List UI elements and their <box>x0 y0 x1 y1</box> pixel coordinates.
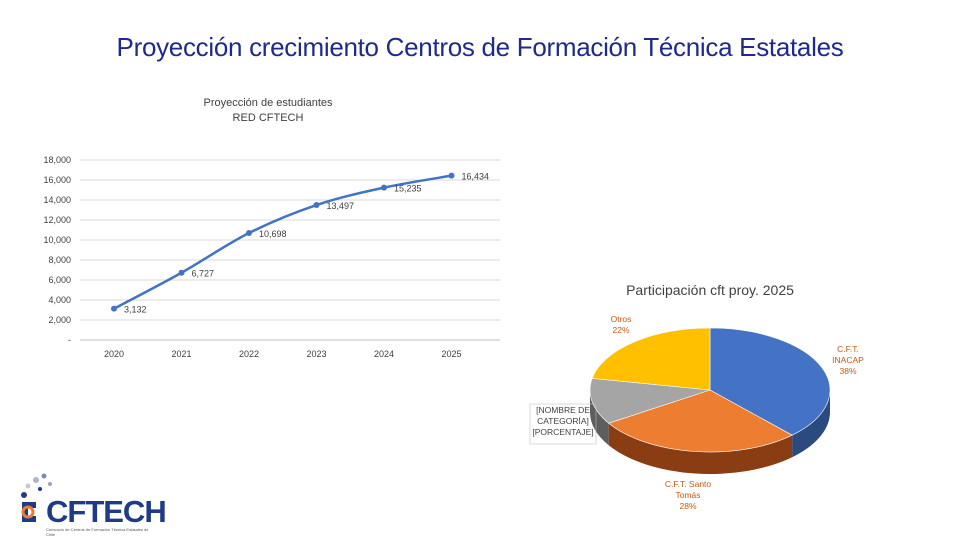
pie-label-line: [PORCENTAJE] <box>532 427 593 437</box>
pie-slice-label: Otros 22% <box>611 314 632 335</box>
data-label: 13,497 <box>327 201 355 211</box>
pie-slice-side <box>608 423 793 474</box>
data-point <box>246 230 252 237</box>
pie-label-line: CATEGORÍA] <box>537 416 589 426</box>
pie-slice <box>608 389 793 453</box>
pie-label-line: C.F.T. Santo <box>665 479 712 489</box>
line-chart: - 2,000 4,000 6,000 8,000 10,000 12,000 14,000 1… <box>43 155 500 359</box>
y-tick-label: - <box>68 335 71 345</box>
pie-chart-title: Participación cft proy. 2025 <box>626 282 794 298</box>
pie-label-line: INACAP <box>832 355 864 365</box>
y-tick-label: 2,000 <box>48 315 71 325</box>
series-line <box>113 174 452 310</box>
pie-slice-label: C.F.T. INACAP 38% <box>832 344 864 376</box>
pie-label-box <box>529 403 597 445</box>
pie-label-line: 38% <box>839 366 856 376</box>
x-tick-label: 2022 <box>239 349 259 359</box>
y-tick-label: 6,000 <box>48 275 71 285</box>
pie-slice <box>591 327 711 391</box>
y-tick-label: 14,000 <box>43 195 71 205</box>
pie-label-line: 22% <box>612 325 629 335</box>
pie-chart: C.F.T. INACAP 38% C.F.T. Santo Tomás 28% [NOMB… <box>529 314 864 511</box>
x-tick-label: 2023 <box>306 349 326 359</box>
y-tick-label: 10,000 <box>43 235 71 245</box>
y-tick-label: 16,000 <box>43 175 71 185</box>
data-label: 16,434 <box>462 172 490 182</box>
pie-slice-label: [NOMBRE DE CATEGORÍA] [PORCENTAJE] <box>532 405 593 437</box>
pie-label-line: 28% <box>679 501 696 511</box>
pie-label-line: C.F.T. <box>837 344 859 354</box>
x-tick-label: 2020 <box>104 349 124 359</box>
y-tick-label: 8,000 <box>48 255 71 265</box>
data-point <box>178 269 185 276</box>
y-tick-label: 18,000 <box>43 155 71 165</box>
cftech-logo-subtitle: Consorcio de Centros de Formación Técnic… <box>46 527 149 537</box>
pie-slice <box>589 378 711 424</box>
data-point <box>448 172 455 179</box>
x-tick-label: 2021 <box>171 349 191 359</box>
data-label: 3,132 <box>124 305 147 315</box>
slide-title: Proyección crecimiento Centros de Formac… <box>116 32 844 62</box>
data-point <box>381 184 387 191</box>
data-label: 6,727 <box>192 269 215 279</box>
data-label: 15,235 <box>394 184 422 194</box>
pie-label-line: [NOMBRE DE <box>536 405 590 415</box>
cftech-logo-mark <box>21 473 52 522</box>
x-tick-label: 2024 <box>374 349 394 359</box>
pie-label-line: Otros <box>611 314 632 324</box>
data-point <box>313 202 320 209</box>
x-tick-label: 2025 <box>441 349 461 359</box>
pie-slice <box>709 327 831 436</box>
pie-label-line: Tomás <box>675 490 700 500</box>
data-label: 10,698 <box>259 229 287 239</box>
cftech-logo-text: CFTECH <box>46 494 167 529</box>
y-tick-label: 12,000 <box>43 215 71 225</box>
line-chart-title-line-2: RED CFTECH <box>232 112 304 124</box>
pie-slice-side <box>590 390 609 446</box>
line-chart-title: Proyección de estudiantes RED CFTECH <box>168 96 368 126</box>
data-point <box>111 305 117 312</box>
y-tick-label: 4,000 <box>48 295 71 305</box>
line-chart-title-line-1: Proyección de estudiantes <box>203 97 333 109</box>
pie-slice-label: C.F.T. Santo Tomás 28% <box>665 479 712 511</box>
